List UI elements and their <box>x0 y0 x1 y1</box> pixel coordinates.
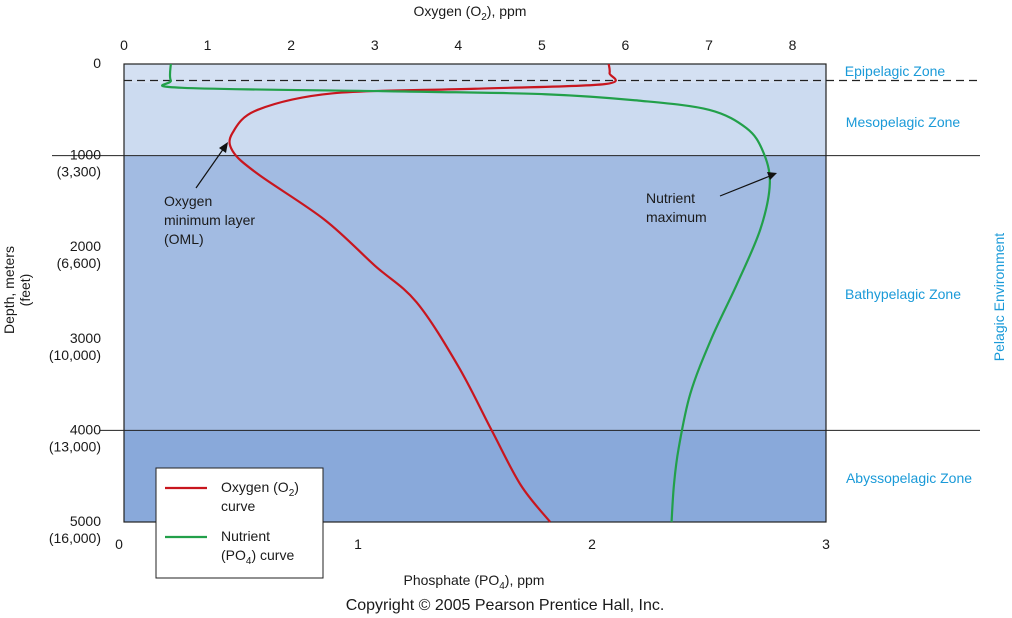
legend-label-oxygen: Oxygen (O2) <box>221 479 299 499</box>
y-tick-label-meters: 3000 <box>70 330 101 346</box>
zone-label-abyssopelagic: Abyssopelagic Zone <box>846 470 972 486</box>
y-tick-label-feet: (16,000) <box>49 530 101 546</box>
zone-band-mesopelagic <box>124 82 826 156</box>
top-tick-label: 1 <box>204 37 212 53</box>
y-tick-label-feet: (6,600) <box>57 255 101 271</box>
top-tick-label: 8 <box>789 37 797 53</box>
top-tick-label: 6 <box>622 37 630 53</box>
oml-annotation: Oxygen minimum layer (OML) <box>164 142 255 247</box>
oxygen-curve <box>228 63 617 523</box>
nutrient-max-annotation-line1: Nutrient <box>646 190 695 206</box>
oml-arrowhead <box>219 142 228 153</box>
oml-annotation-line2: minimum layer <box>164 212 255 228</box>
bottom-axis-title: Phosphate (PO4), ppm <box>404 572 545 592</box>
top-tick-label: 0 <box>120 37 128 53</box>
legend-label-oxygen-line2: curve <box>221 498 255 514</box>
y-axis-ticks: 01000(3,300)2000(6,600)3000(10,000)4000(… <box>49 55 101 546</box>
top-tick-label: 2 <box>287 37 295 53</box>
pelagic-environment-label: Pelagic Environment <box>991 233 1007 362</box>
zone-label-bathypelagic: Bathypelagic Zone <box>845 286 961 302</box>
oml-annotation-line3: (OML) <box>164 231 204 247</box>
nutrient-curve <box>161 63 771 523</box>
y-tick-label-meters: 0 <box>93 55 101 71</box>
y-tick-label-meters: 5000 <box>70 513 101 529</box>
legend-label-nutrient-line2: (PO4) curve <box>221 547 294 567</box>
y-tick-label-feet: (13,000) <box>49 438 101 454</box>
y-axis-title: Depth, meters (feet) <box>1 246 33 334</box>
oml-annotation-line1: Oxygen <box>164 193 212 209</box>
top-tick-label: 5 <box>538 37 546 53</box>
oml-arrow-line <box>195 147 225 189</box>
legend-label-nutrient: Nutrient <box>221 528 270 544</box>
legend: Oxygen (O2) curve Nutrient (PO4) curve <box>155 467 324 579</box>
y-tick-label-meters: 4000 <box>70 421 101 437</box>
top-axis-title: Oxygen (O2), ppm <box>414 3 527 23</box>
bottom-tick-label: 1 <box>354 536 362 552</box>
copyright-text: Copyright © 2005 Pearson Prentice Hall, … <box>346 597 665 614</box>
nutrient-max-arrowhead <box>767 172 777 180</box>
nutrient-max-annotation-line2: maximum <box>646 209 707 225</box>
top-axis-ticks: 0 1 2 3 4 5 6 7 8 <box>120 37 797 53</box>
zone-band-epipelagic <box>124 64 826 83</box>
legend-box <box>155 467 324 579</box>
top-tick-label: 3 <box>371 37 379 53</box>
top-tick-label: 7 <box>705 37 713 53</box>
bottom-tick-label: 3 <box>822 536 830 552</box>
zone-label-epipelagic: Epipelagic Zone <box>845 63 946 79</box>
y-tick-label-feet: (10,000) <box>49 347 101 363</box>
y-tick-label-feet: (3,300) <box>57 164 101 180</box>
top-tick-label: 4 <box>454 37 462 53</box>
zone-band-bathypelagic <box>124 155 826 431</box>
bottom-tick-label: 0 <box>115 536 123 552</box>
plot-frame <box>123 63 827 523</box>
nutrient-max-arrow-line <box>719 175 771 197</box>
y-axis-title-line2: (feet) <box>17 274 33 307</box>
zone-label-mesopelagic: Mesopelagic Zone <box>846 114 961 130</box>
bottom-tick-label: 2 <box>588 536 596 552</box>
bottom-axis-ticks: 0 1 2 3 <box>115 536 830 552</box>
nutrient-max-annotation: Nutrient maximum <box>646 172 777 225</box>
y-axis-title-line1: Depth, meters <box>1 246 17 334</box>
y-tick-label-meters: 2000 <box>70 238 101 254</box>
y-tick-label-meters: 1000 <box>70 147 101 163</box>
